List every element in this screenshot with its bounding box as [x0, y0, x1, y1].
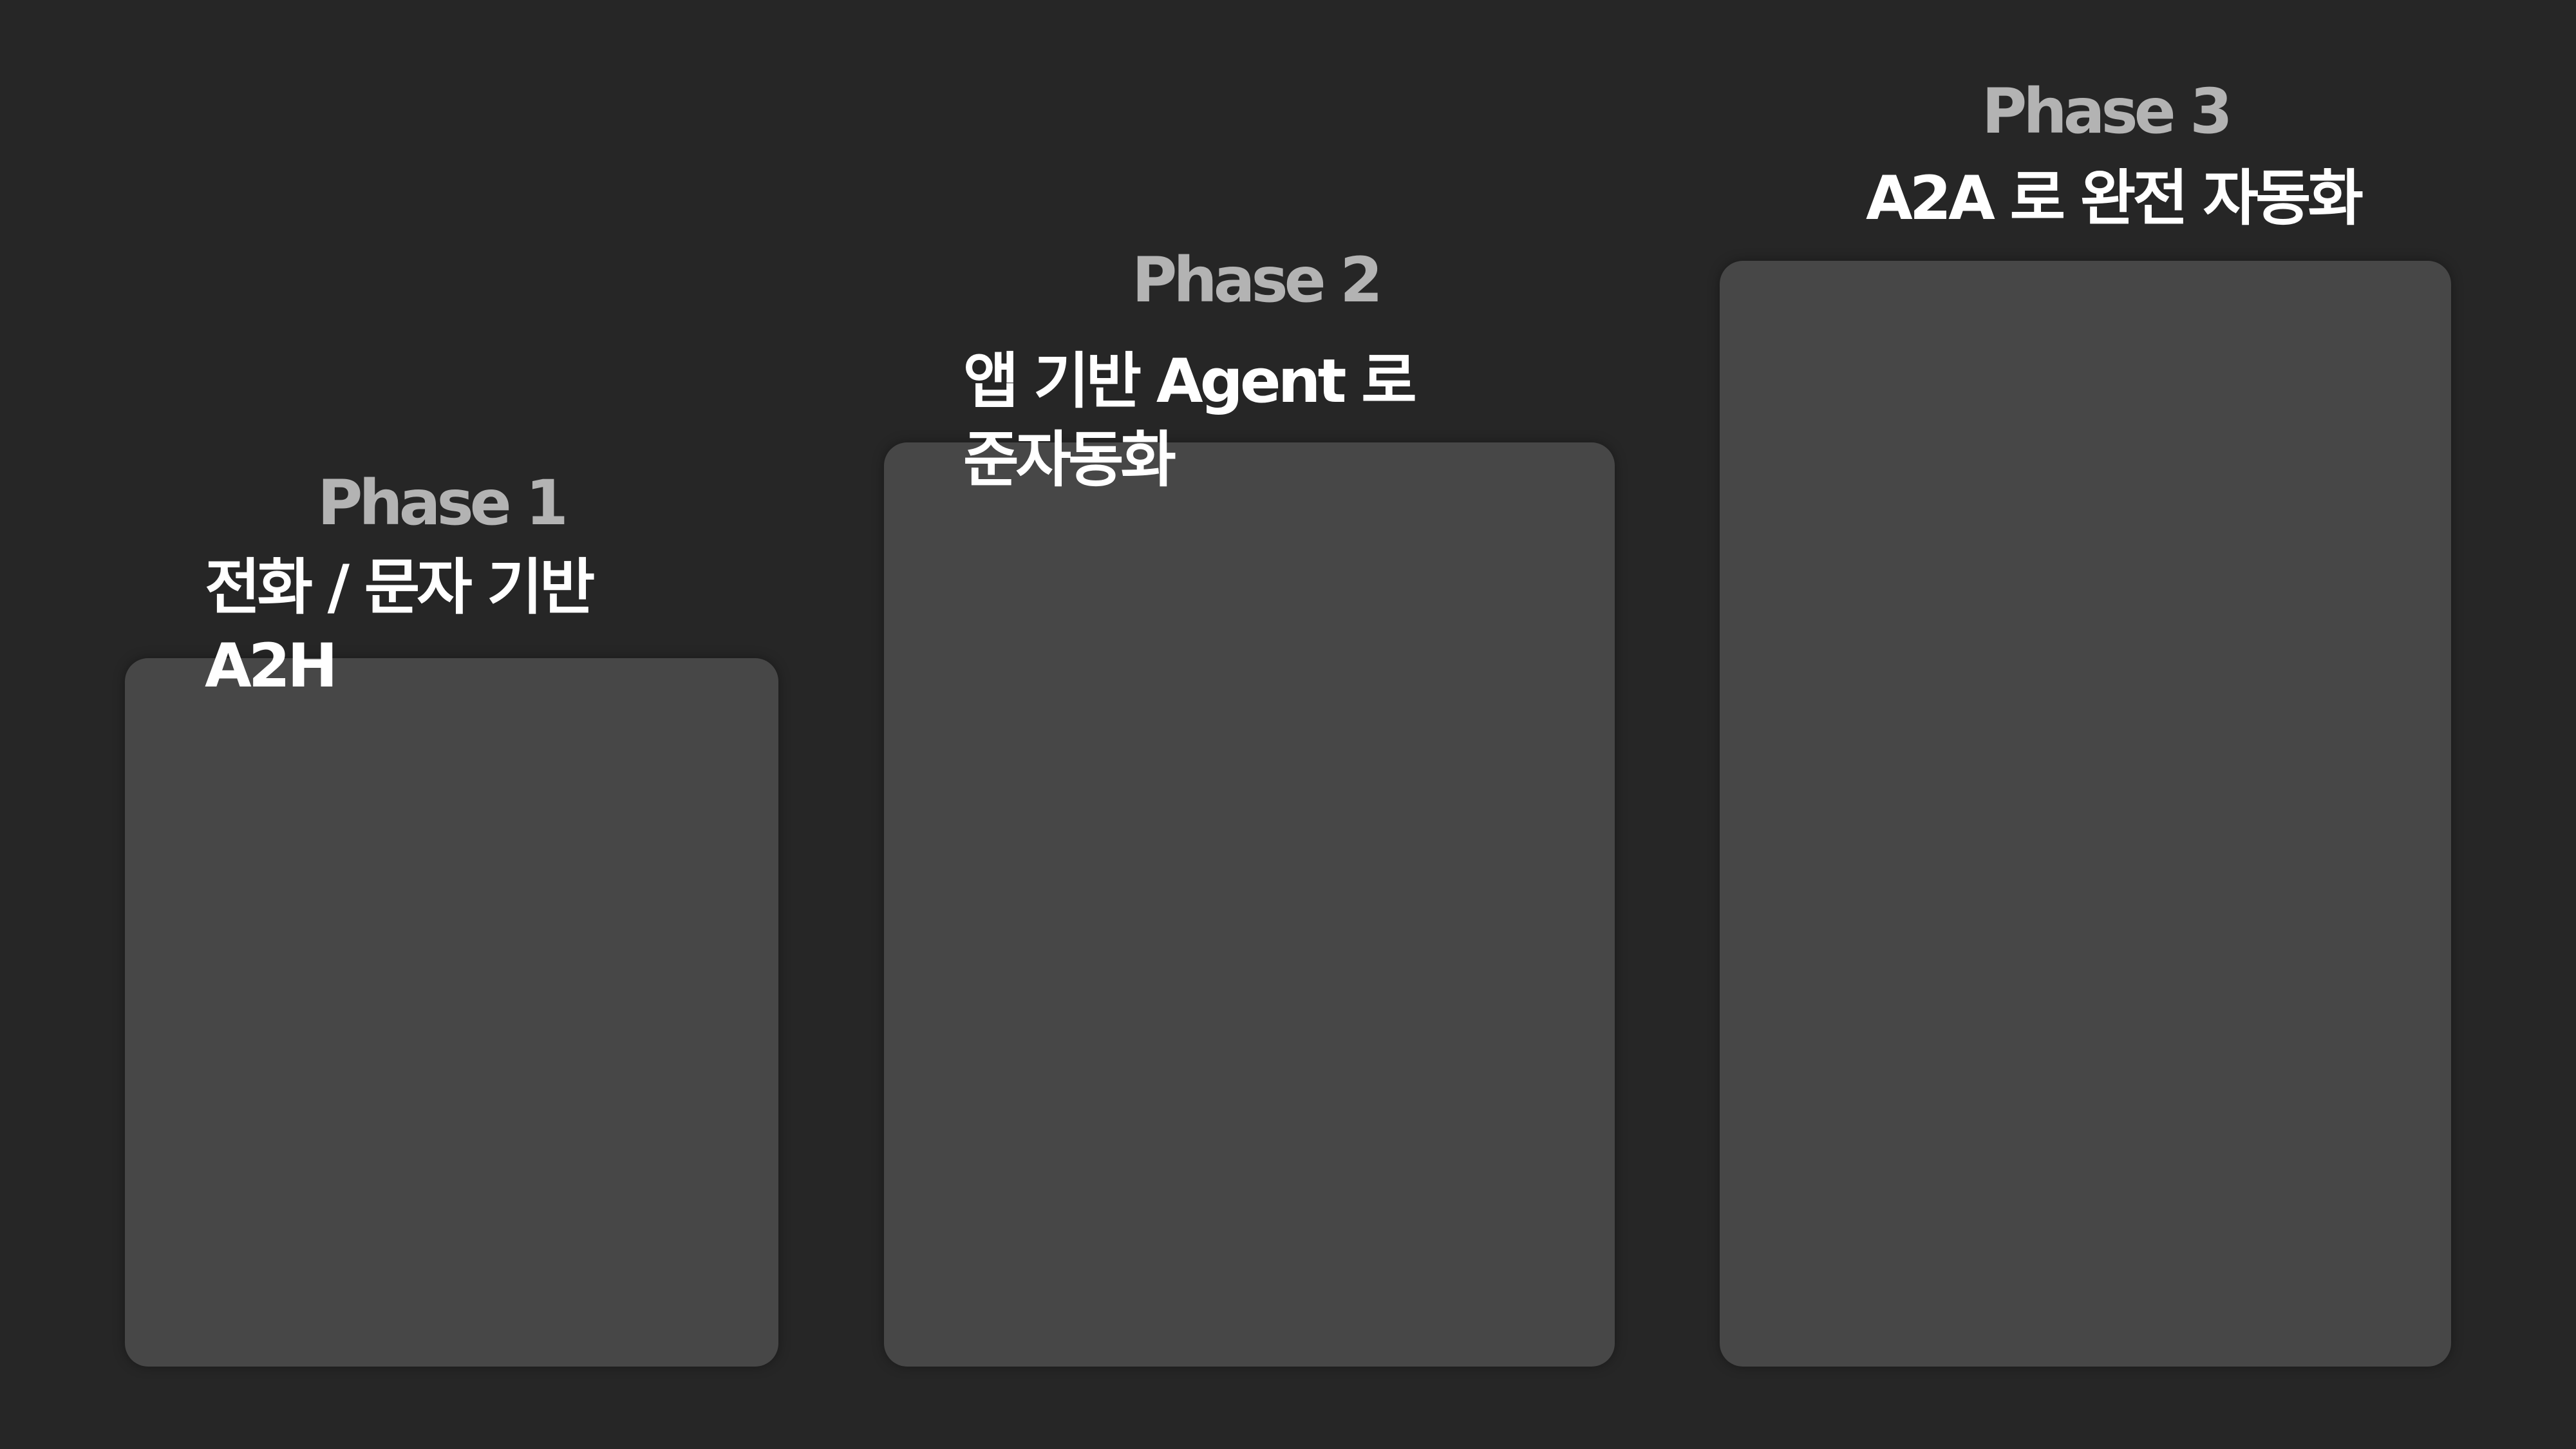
phase-2-card [884, 442, 1615, 1367]
phase-1-description: 전화 / 문자 기반 A2H [205, 553, 595, 701]
phase-3-card [1720, 261, 2451, 1367]
phase-3-description: A2A 로 완전 자동화 [1866, 164, 2364, 234]
phase-1-title: Phase 1 [317, 467, 569, 539]
phase-2-title: Phase 2 [1132, 244, 1383, 316]
phase-3-title: Phase 3 [1982, 75, 2233, 147]
phase-2-description: 앱 기반 Agent 로 준자동화 [963, 346, 1417, 495]
phase-1-card [125, 658, 778, 1367]
